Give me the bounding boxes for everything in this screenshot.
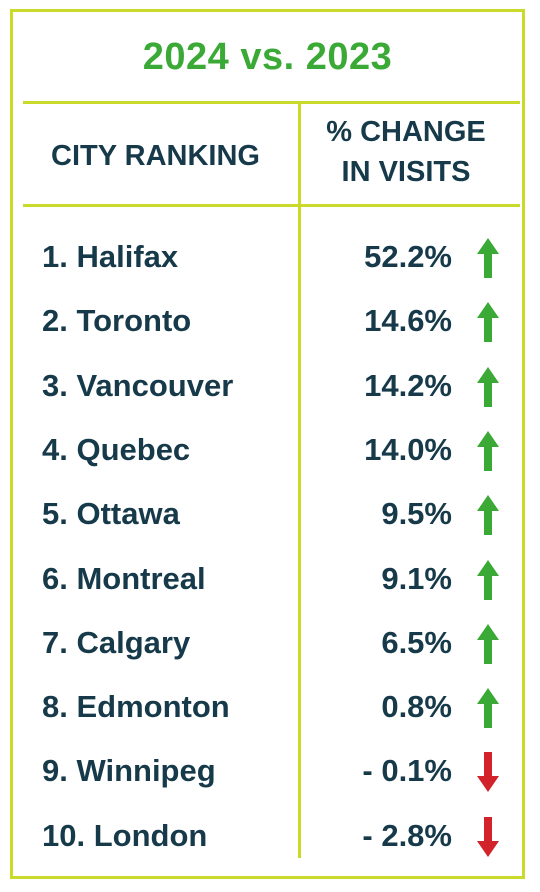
down-arrow-icon — [477, 816, 499, 857]
column-divider — [298, 101, 301, 858]
table-row: 10. London - 2.8% — [13, 804, 522, 868]
percent-change: 14.6% — [364, 303, 452, 339]
table-row: 6. Montreal 9.1% — [13, 547, 522, 611]
header-divider — [23, 204, 520, 207]
city-name: 1. Halifax — [42, 239, 179, 274]
percent-change: 14.2% — [364, 367, 452, 403]
card-title: 2024 vs. 2023 — [142, 36, 393, 78]
percent-change: - 2.8% — [362, 817, 452, 853]
up-arrow-icon — [477, 430, 499, 471]
city-name: 8. Edmonton — [42, 689, 230, 725]
up-arrow-icon — [477, 238, 499, 278]
up-arrow-icon — [477, 623, 499, 664]
title-divider — [23, 101, 520, 104]
down-arrow-icon — [477, 752, 499, 793]
table-row: 8. Edmonton 0.8% — [13, 675, 522, 739]
table-row: 4. Quebec 14.0% — [13, 418, 522, 482]
city-name: 3. Vancouver — [42, 367, 234, 403]
percent-change: 52.2% — [364, 239, 452, 274]
table-row: 9. Winnipeg - 0.1% — [13, 739, 522, 803]
city-name: 7. Calgary — [42, 624, 191, 660]
city-name: 2. Toronto — [42, 303, 192, 339]
percent-change: 9.1% — [381, 560, 452, 596]
up-arrow-icon — [477, 495, 499, 536]
table-row: 3. Vancouver 14.2% — [13, 354, 522, 418]
column-header-change-line1: % CHANGE — [326, 116, 486, 148]
column-header-change: % CHANGE IN VISITS — [301, 112, 511, 192]
table-row: 1. Halifax 52.2% — [13, 225, 522, 289]
city-name: 4. Quebec — [42, 431, 191, 467]
percent-change: - 0.1% — [362, 753, 452, 789]
city-name: 10. London — [42, 817, 208, 853]
up-arrow-icon — [477, 302, 499, 343]
table-row: 7. Calgary 6.5% — [13, 611, 522, 675]
up-arrow-icon — [477, 366, 499, 407]
column-header-city: CITY RANKING — [51, 140, 260, 172]
column-header-change-line2: IN VISITS — [341, 156, 471, 188]
up-arrow-icon — [477, 559, 499, 600]
city-name: 6. Montreal — [42, 560, 206, 596]
percent-change: 14.0% — [364, 431, 452, 467]
percent-change: 9.5% — [381, 496, 452, 532]
table-row: 2. Toronto 14.6% — [13, 289, 522, 353]
city-name: 5. Ottawa — [42, 496, 180, 532]
ranking-card: 2024 vs. 2023 CITY RANKING % CHANGE IN V… — [10, 9, 525, 879]
city-name: 9. Winnipeg — [42, 753, 216, 789]
percent-change: 0.8% — [381, 689, 452, 725]
up-arrow-icon — [477, 688, 499, 729]
percent-change: 6.5% — [381, 624, 452, 660]
table-row: 5. Ottawa 9.5% — [13, 482, 522, 546]
